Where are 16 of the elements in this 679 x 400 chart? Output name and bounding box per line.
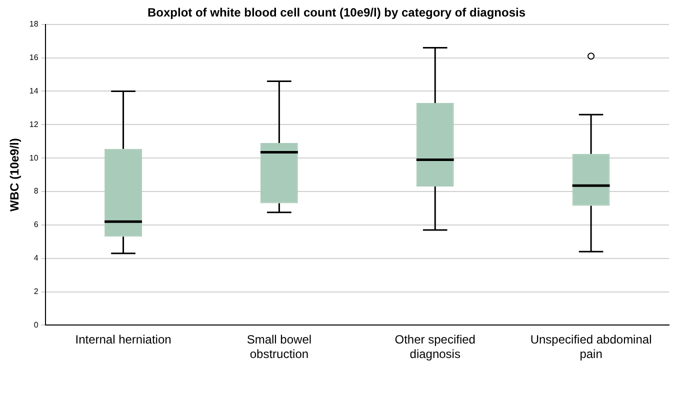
- x-tick-label: Small bowel obstruction: [246, 332, 312, 362]
- y-tick-label: 10: [29, 153, 39, 162]
- y-tick-label: 14: [29, 86, 39, 96]
- x-tick-label: Internal herniation: [75, 332, 172, 347]
- y-tick-label: 6: [34, 220, 39, 230]
- y-tick-label: 8: [34, 186, 39, 196]
- y-tick-label: 16: [29, 53, 39, 62]
- chart-title: Boxplot of white blood cell count (10e9/l) by category of diagnosis: [147, 6, 526, 20]
- y-tick-label: 18: [29, 20, 39, 29]
- y-tick-label: 4: [34, 254, 39, 263]
- x-tick-label: Other specified diagnosis: [394, 332, 476, 362]
- x-tick-label: Unspecified abdominal pain: [530, 332, 652, 362]
- y-axis-title: WBC (10e9/l): [8, 138, 22, 212]
- y-tick-label: 2: [34, 286, 39, 296]
- y-tick-label: 0: [34, 320, 39, 330]
- y-tick-label: 12: [29, 120, 39, 129]
